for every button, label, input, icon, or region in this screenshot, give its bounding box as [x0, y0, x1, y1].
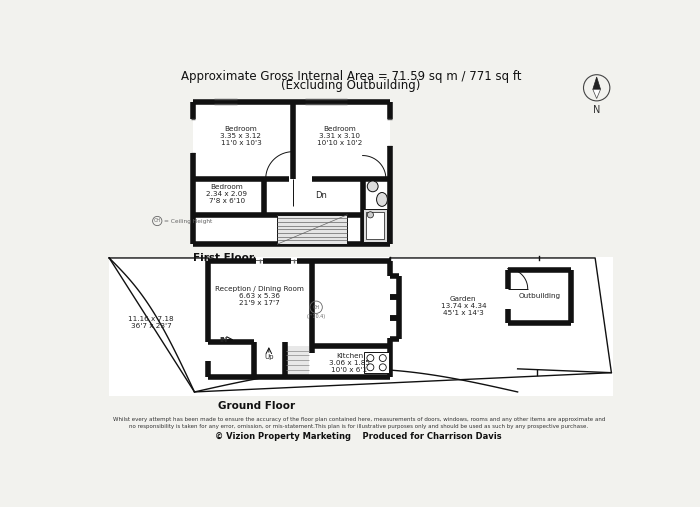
Polygon shape [109, 258, 611, 392]
Bar [277, 215, 347, 244]
Text: Up: Up [264, 354, 274, 360]
Text: 11.16 x 7.18
36'7 x 23'7: 11.16 x 7.18 36'7 x 23'7 [128, 316, 174, 329]
Text: Kitchen
3.06 x 1.85
10'0 x 6'1: Kitchen 3.06 x 1.85 10'0 x 6'1 [329, 353, 370, 374]
Polygon shape [593, 89, 601, 98]
Text: CH: CH [313, 305, 320, 310]
Text: Approximate Gross Internal Area = 71.59 sq m / 771 sq ft: Approximate Gross Internal Area = 71.59 … [181, 70, 522, 83]
Bar [363, 209, 386, 242]
Text: Dn: Dn [316, 191, 328, 200]
Text: First Floor: First Floor [193, 254, 254, 263]
Text: Reception / Dining Room
6.63 x 5.36
21'9 x 17'7: Reception / Dining Room 6.63 x 5.36 21'9… [215, 285, 304, 306]
Text: Bedroom
3.35 x 3.12
11'0 x 10'3: Bedroom 3.35 x 3.12 11'0 x 10'3 [220, 126, 262, 147]
Bar [109, 257, 613, 396]
Bar [209, 261, 390, 377]
Text: Outbuilding: Outbuilding [518, 294, 561, 300]
Text: no responsibility is taken for any error, omission, or mis-statement.This plan i: no responsibility is taken for any error… [130, 423, 588, 428]
Text: (7'10.4): (7'10.4) [307, 314, 326, 319]
Text: Bedroom
3.31 x 3.10
10'10 x 10'2: Bedroom 3.31 x 3.10 10'10 x 10'2 [316, 126, 362, 147]
Text: (Excluding Outbuilding): (Excluding Outbuilding) [281, 79, 421, 92]
Text: N: N [593, 105, 601, 115]
Text: Garden
13.74 x 4.34
45'1 x 14'3: Garden 13.74 x 4.34 45'1 x 14'3 [440, 296, 486, 316]
Text: Bedroom
2.34 x 2.09
7'8 x 6'10: Bedroom 2.34 x 2.09 7'8 x 6'10 [206, 184, 248, 204]
Text: = Ceiling Height: = Ceiling Height [164, 219, 213, 224]
Bar [193, 101, 390, 244]
Text: Ground Floor: Ground Floor [218, 401, 295, 411]
Ellipse shape [377, 193, 387, 206]
Bar [508, 270, 571, 322]
Text: CH: CH [154, 219, 161, 224]
Bar [364, 352, 389, 374]
Text: © Vizion Property Marketing    Produced for Charrison Davis: © Vizion Property Marketing Produced for… [216, 432, 502, 441]
Polygon shape [593, 77, 601, 89]
Text: IN: IN [219, 337, 228, 343]
Circle shape [368, 212, 374, 218]
Text: Whilst every attempt has been made to ensure the accuracy of the floor plan cont: Whilst every attempt has been made to en… [113, 417, 605, 422]
Bar [286, 346, 309, 375]
Circle shape [368, 181, 378, 192]
Bar [365, 212, 384, 239]
Bar [277, 215, 347, 244]
